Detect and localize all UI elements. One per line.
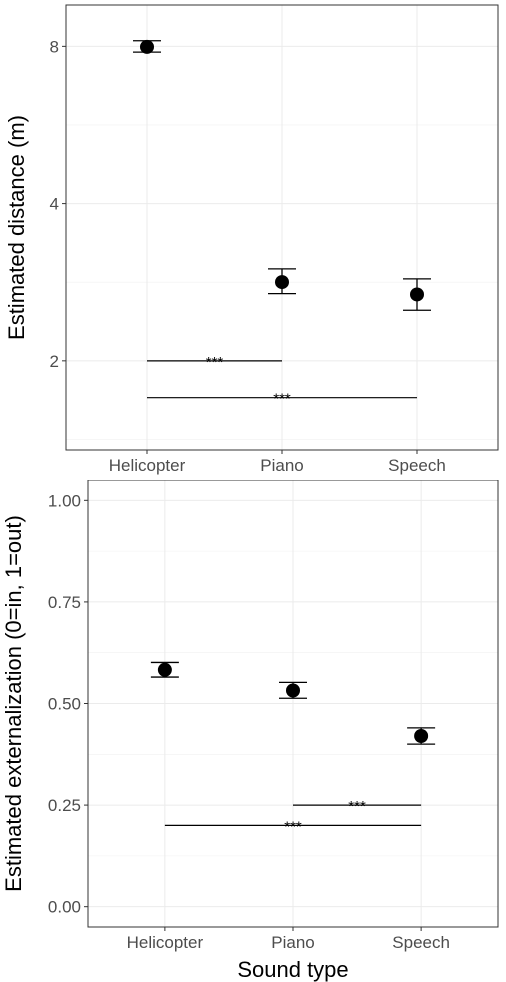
significance-label: *** [273, 391, 291, 408]
plot-border [65, 4, 499, 451]
y-axis-title: Estimated externalization (0=in, 1=out) [1, 515, 26, 892]
y-tick-label: 4 [50, 195, 59, 214]
y-tick-label: 8 [50, 37, 59, 56]
y-axis-title: Estimated distance (m) [4, 115, 29, 340]
x-axis-title: Sound type [237, 957, 348, 982]
x-tick-label: Helicopter [127, 933, 204, 952]
x-tick-label: Piano [260, 456, 303, 475]
y-tick-label: 0.50 [48, 695, 81, 714]
x-tick-label: Speech [388, 456, 446, 475]
data-point [157, 662, 172, 677]
plot-border [87, 480, 499, 928]
data-point [286, 683, 300, 698]
x-tick-label: Piano [271, 933, 314, 952]
significance-label: *** [206, 354, 224, 371]
data-point [414, 729, 429, 744]
significance-label: *** [284, 818, 302, 835]
x-tick-label: Helicopter [109, 456, 186, 475]
distance-chart: 2 4 8 Helicopter Piano Speech *** *** Estimated … [4, 4, 499, 475]
y-tick-label: 1.00 [48, 491, 81, 510]
y-tick-label: 0.75 [48, 593, 81, 612]
significance-label: *** [348, 798, 366, 815]
externalization-chart: 0.00 0.25 0.50 0.75 1.00 Helicopter Piano Speec… [1, 480, 499, 982]
data-point [275, 275, 289, 290]
y-tick-label: 0.00 [48, 898, 81, 917]
data-point [410, 287, 424, 302]
data-point [140, 39, 154, 54]
y-tick-label: 0.25 [48, 796, 81, 815]
x-tick-label: Speech [392, 933, 450, 952]
y-tick-label: 2 [50, 352, 59, 371]
